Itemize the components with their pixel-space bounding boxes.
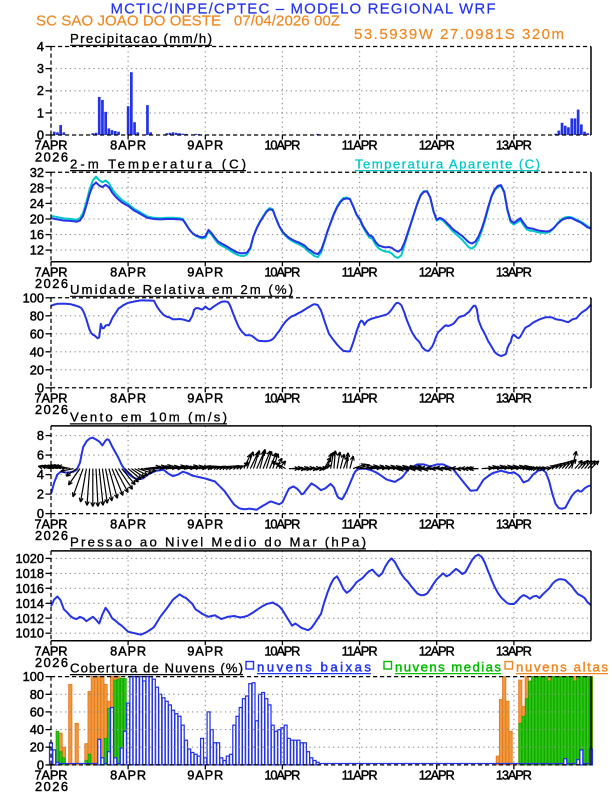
svg-text:nuvens medias: nuvens medias — [395, 659, 501, 674]
svg-text:2026: 2026 — [35, 149, 68, 164]
svg-text:9APR: 9APR — [187, 643, 223, 658]
svg-text:11APR: 11APR — [342, 516, 378, 531]
svg-text:10APR: 10APR — [264, 643, 300, 658]
svg-text:12APR: 12APR — [419, 265, 455, 280]
svg-text:20: 20 — [30, 362, 44, 377]
svg-text:0: 0 — [37, 128, 44, 143]
svg-text:1012: 1012 — [16, 611, 44, 626]
svg-text:2026: 2026 — [35, 276, 68, 291]
svg-text:20: 20 — [30, 740, 44, 755]
svg-text:53.5939W 27.0981S 320m: 53.5939W 27.0981S 320m — [354, 26, 564, 43]
svg-text:80: 80 — [30, 308, 44, 323]
svg-text:12APR: 12APR — [419, 138, 455, 153]
svg-text:9APR: 9APR — [187, 391, 223, 406]
svg-text:12APR: 12APR — [419, 516, 455, 531]
svg-text:2026: 2026 — [35, 655, 68, 670]
svg-text:nuvens altas: nuvens altas — [516, 659, 608, 674]
svg-text:40: 40 — [30, 344, 44, 359]
svg-text:13APR: 13APR — [496, 768, 532, 783]
svg-text:12APR: 12APR — [419, 643, 455, 658]
svg-text:7APR: 7APR — [35, 516, 68, 531]
svg-text:1016: 1016 — [16, 581, 44, 596]
svg-text:11APR: 11APR — [342, 643, 378, 658]
svg-text:60: 60 — [30, 326, 44, 341]
svg-text:28: 28 — [30, 180, 44, 195]
svg-text:1014: 1014 — [16, 596, 44, 611]
svg-text:13APR: 13APR — [496, 265, 532, 280]
svg-text:100: 100 — [23, 669, 44, 684]
svg-text:10APR: 10APR — [264, 265, 300, 280]
svg-text:0: 0 — [37, 757, 44, 772]
svg-text:6: 6 — [37, 448, 44, 463]
svg-text:60: 60 — [30, 704, 44, 719]
svg-text:8APR: 8APR — [110, 265, 146, 280]
svg-text:13APR: 13APR — [496, 516, 532, 531]
svg-text:7APR: 7APR — [35, 768, 68, 783]
svg-text:2026: 2026 — [35, 528, 68, 543]
svg-text:100: 100 — [23, 290, 44, 305]
svg-text:8APR: 8APR — [110, 643, 146, 658]
svg-text:1: 1 — [37, 105, 44, 120]
svg-text:10APR: 10APR — [264, 768, 300, 783]
svg-text:12APR: 12APR — [419, 391, 455, 406]
svg-text:11APR: 11APR — [342, 265, 378, 280]
svg-text:2026: 2026 — [35, 402, 68, 417]
svg-text:Umidade Relativa em 2m (%): Umidade Relativa em 2m (%) — [70, 282, 293, 297]
svg-text:nuvens baixas: nuvens baixas — [257, 659, 371, 674]
svg-text:1018: 1018 — [16, 566, 44, 581]
svg-text:20: 20 — [30, 212, 44, 227]
svg-text:11APR: 11APR — [342, 138, 378, 153]
svg-text:8APR: 8APR — [110, 516, 146, 531]
svg-text:13APR: 13APR — [496, 391, 532, 406]
svg-text:8APR: 8APR — [110, 768, 146, 783]
svg-text:4: 4 — [37, 467, 44, 482]
svg-text:2: 2 — [37, 83, 44, 98]
svg-text:2: 2 — [37, 487, 44, 502]
svg-text:24: 24 — [30, 196, 44, 211]
svg-text:10APR: 10APR — [264, 516, 300, 531]
svg-text:40: 40 — [30, 722, 44, 737]
svg-text:9APR: 9APR — [187, 768, 223, 783]
svg-text:Temperatura Aparente (C): Temperatura Aparente (C) — [355, 156, 540, 171]
svg-text:12APR: 12APR — [419, 768, 455, 783]
svg-text:16: 16 — [30, 227, 44, 242]
svg-text:7APR: 7APR — [35, 265, 68, 280]
svg-text:1020: 1020 — [16, 551, 44, 566]
svg-text:80: 80 — [30, 687, 44, 702]
svg-text:13APR: 13APR — [496, 643, 532, 658]
svg-text:9APR: 9APR — [187, 138, 223, 153]
svg-text:13APR: 13APR — [496, 138, 532, 153]
svg-text:10APR: 10APR — [264, 138, 300, 153]
svg-text:7APR: 7APR — [35, 138, 68, 153]
svg-text:8APR: 8APR — [110, 138, 146, 153]
svg-text:7APR: 7APR — [35, 643, 68, 658]
svg-text:12: 12 — [30, 243, 44, 258]
svg-text:3: 3 — [37, 61, 44, 76]
svg-text:Cobertura de Nuvens (%): Cobertura de Nuvens (%) — [70, 660, 243, 675]
svg-text:9APR: 9APR — [187, 265, 223, 280]
svg-text:4: 4 — [37, 39, 44, 54]
svg-text:8: 8 — [37, 428, 44, 443]
svg-text:SC SAO JOAO DO OESTE 07/04/2: SC SAO JOAO DO OESTE 07/04/2026 00Z — [36, 13, 340, 30]
svg-text:0: 0 — [37, 380, 44, 395]
svg-text:7APR: 7APR — [35, 391, 68, 406]
svg-text:8APR: 8APR — [110, 391, 146, 406]
svg-text:1010: 1010 — [16, 626, 44, 641]
svg-text:2026: 2026 — [35, 779, 68, 792]
svg-text:32: 32 — [30, 165, 44, 180]
svg-text:11APR: 11APR — [342, 768, 378, 783]
svg-text:0: 0 — [37, 506, 44, 521]
svg-text:10APR: 10APR — [264, 391, 300, 406]
svg-text:Pressao ao Nivel Medio do Mar: Pressao ao Nivel Medio do Mar (hPa) — [70, 535, 366, 550]
svg-text:11APR: 11APR — [342, 391, 378, 406]
svg-text:MCTIC/INPE/CPTEC – MODELO REGI: MCTIC/INPE/CPTEC – MODELO REGIONAL WRF — [111, 1, 496, 18]
svg-text:Precipitacao (mm/h): Precipitacao (mm/h) — [70, 31, 212, 46]
svg-text:9APR: 9APR — [187, 516, 223, 531]
